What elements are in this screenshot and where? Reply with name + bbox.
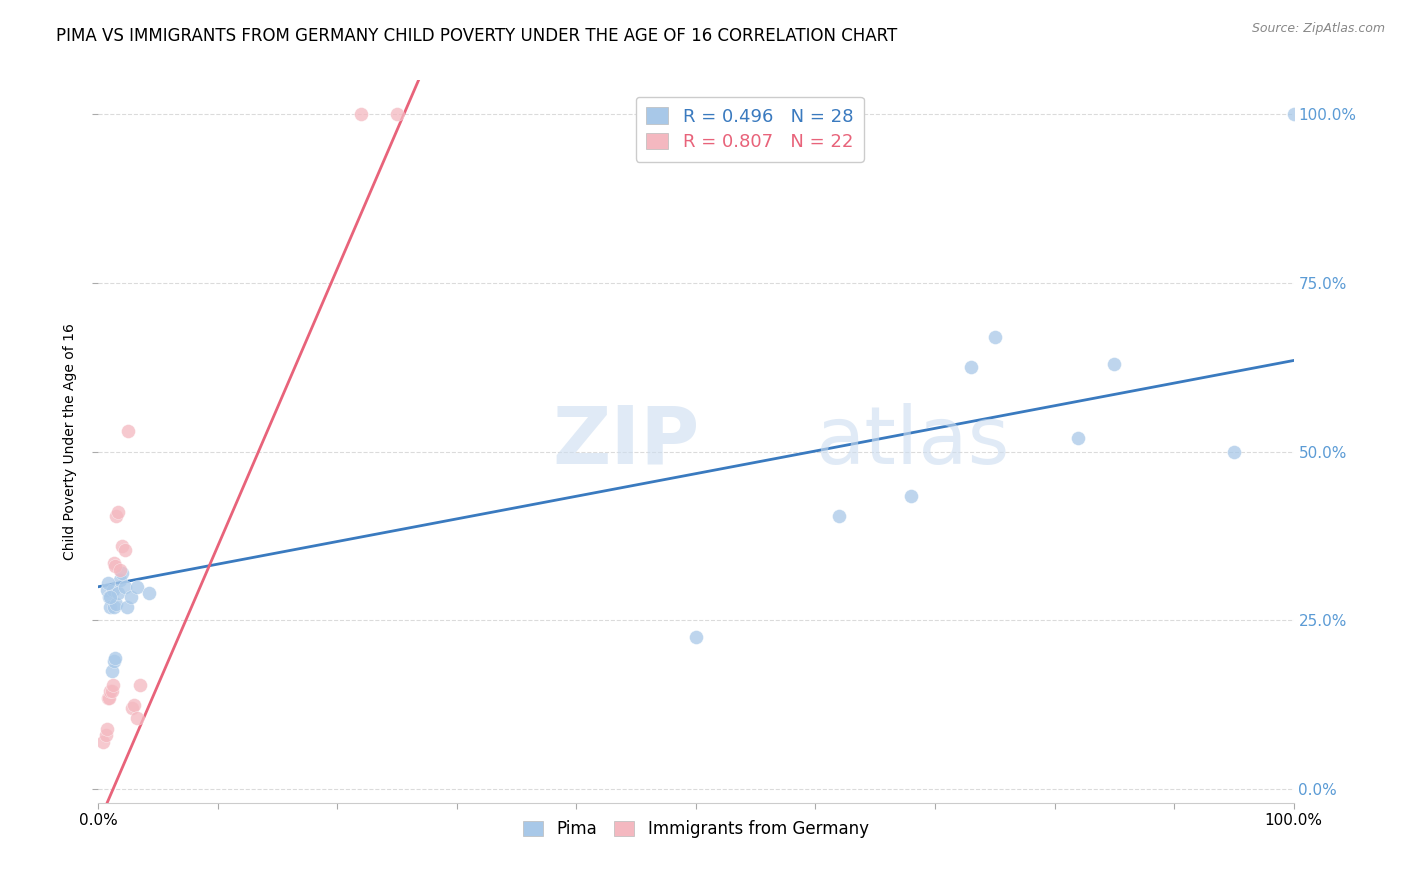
Point xyxy=(115,599,138,614)
Point xyxy=(101,583,124,598)
Point xyxy=(1282,107,1305,121)
Point xyxy=(100,684,122,698)
Point xyxy=(350,107,373,121)
Point xyxy=(108,563,131,577)
Point xyxy=(98,599,122,614)
Point xyxy=(1223,444,1246,458)
Point xyxy=(984,330,1007,344)
Legend: Pima, Immigrants from Germany: Pima, Immigrants from Germany xyxy=(517,814,875,845)
Point xyxy=(129,678,152,692)
Text: atlas: atlas xyxy=(815,402,1010,481)
Point xyxy=(124,698,146,712)
Point xyxy=(125,580,148,594)
Point xyxy=(1067,431,1090,445)
Y-axis label: Child Poverty Under the Age of 16: Child Poverty Under the Age of 16 xyxy=(63,323,77,560)
Point xyxy=(104,650,127,665)
Point xyxy=(960,360,983,375)
Point xyxy=(96,583,118,598)
Point xyxy=(121,701,143,715)
Point xyxy=(120,590,142,604)
Point xyxy=(103,654,125,668)
Point xyxy=(103,556,125,570)
Point xyxy=(104,559,127,574)
Point xyxy=(107,505,129,519)
Point xyxy=(100,664,122,678)
Text: Source: ZipAtlas.com: Source: ZipAtlas.com xyxy=(1251,22,1385,36)
Point xyxy=(111,539,134,553)
Point xyxy=(94,728,117,742)
Point xyxy=(97,691,120,706)
Point xyxy=(105,508,128,523)
Point xyxy=(114,580,136,594)
Point xyxy=(107,586,129,600)
Point xyxy=(98,590,121,604)
Point xyxy=(91,735,114,749)
Text: PIMA VS IMMIGRANTS FROM GERMANY CHILD POVERTY UNDER THE AGE OF 16 CORRELATION CH: PIMA VS IMMIGRANTS FROM GERMANY CHILD PO… xyxy=(56,27,897,45)
Point xyxy=(98,684,122,698)
Point xyxy=(101,678,124,692)
Point xyxy=(117,425,139,439)
Point xyxy=(105,597,128,611)
Point xyxy=(1104,357,1126,371)
Point xyxy=(125,711,148,725)
Point xyxy=(98,691,121,706)
Point xyxy=(97,576,120,591)
Point xyxy=(98,590,122,604)
Point xyxy=(114,542,136,557)
Text: ZIP: ZIP xyxy=(553,402,700,481)
Point xyxy=(103,599,125,614)
Point xyxy=(138,586,160,600)
Point xyxy=(900,489,922,503)
Point xyxy=(685,631,707,645)
Point xyxy=(828,508,851,523)
Point xyxy=(108,573,131,587)
Point xyxy=(385,107,409,121)
Point xyxy=(111,566,134,581)
Point xyxy=(96,722,118,736)
